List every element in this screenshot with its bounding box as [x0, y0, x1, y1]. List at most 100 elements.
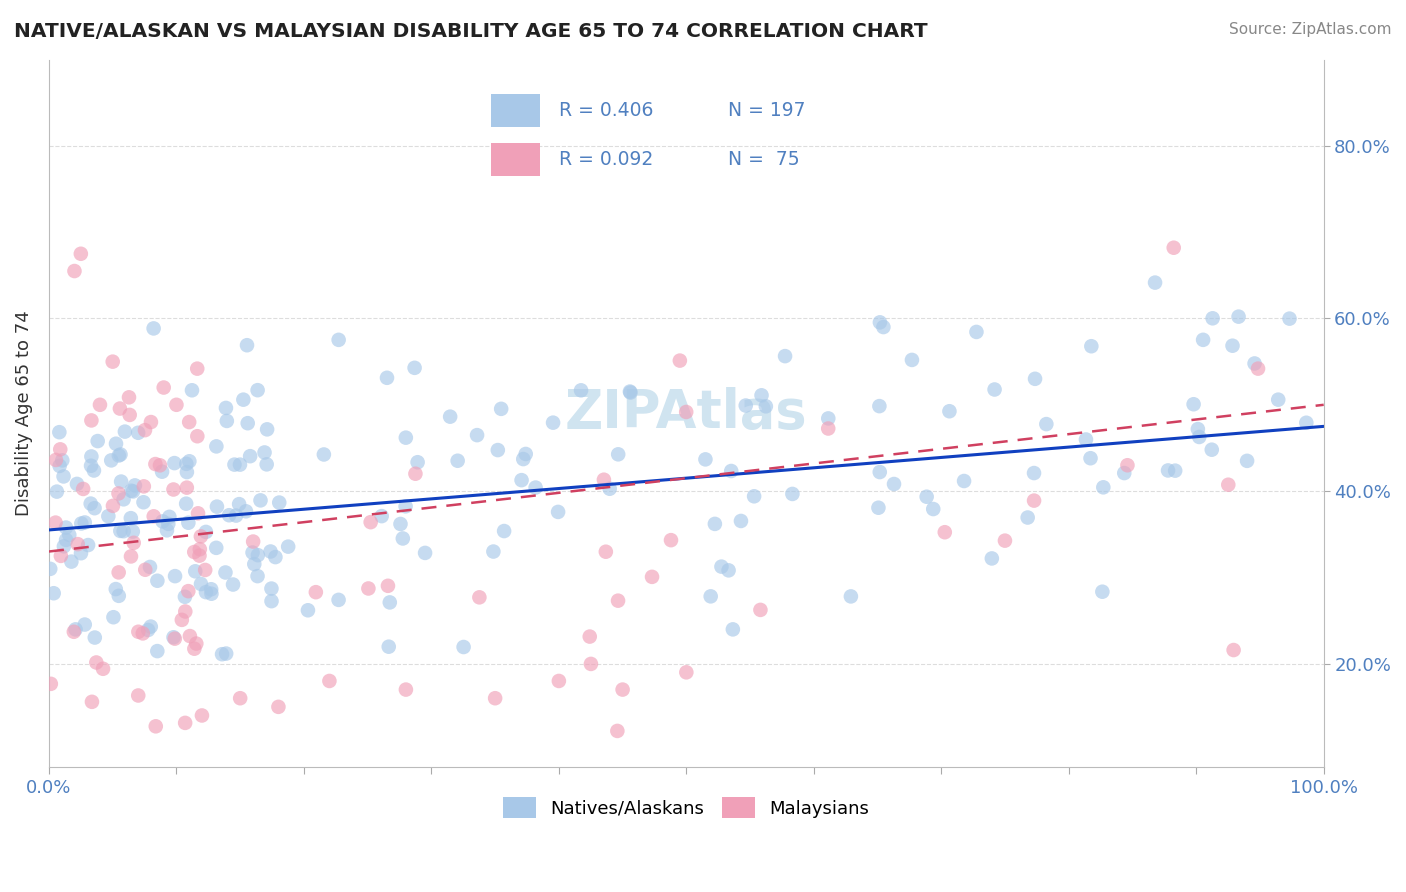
Point — [45, 453, 67, 467]
Point — [328, 593, 350, 607]
Point — [1116, 458, 1139, 473]
Point — [89, 398, 111, 412]
Point — [152, 380, 174, 394]
Point — [108, 401, 131, 416]
Point — [120, 511, 142, 525]
Point — [45, 484, 67, 499]
Point — [1188, 430, 1211, 444]
Point — [58, 528, 80, 542]
Point — [1192, 333, 1215, 347]
Point — [256, 422, 278, 436]
Point — [235, 504, 257, 518]
Text: NATIVE/ALASKAN VS MALAYSIAN DISABILITY AGE 65 TO 74 CORRELATION CHART: NATIVE/ALASKAN VS MALAYSIAN DISABILITY A… — [14, 22, 928, 41]
Point — [222, 577, 245, 591]
Point — [404, 360, 426, 375]
Point — [48, 425, 70, 440]
Point — [70, 516, 93, 531]
Point — [42, 586, 65, 600]
Point — [127, 425, 149, 440]
Point — [121, 524, 143, 539]
Point — [1092, 480, 1115, 494]
Point — [214, 566, 236, 580]
Point — [755, 400, 778, 414]
Point — [246, 548, 269, 562]
Point — [139, 415, 162, 429]
Point — [215, 414, 238, 428]
Point — [229, 458, 252, 472]
Point — [176, 465, 198, 479]
Point — [134, 423, 156, 437]
Point — [205, 541, 228, 555]
Point — [872, 320, 894, 334]
Point — [66, 537, 89, 551]
Point — [83, 631, 105, 645]
Point — [901, 352, 924, 367]
Point — [606, 723, 628, 738]
Point — [710, 559, 733, 574]
Legend: Natives/Alaskans, Malaysians: Natives/Alaskans, Malaysians — [496, 790, 876, 825]
Point — [377, 640, 399, 654]
Point — [983, 383, 1005, 397]
Point — [39, 562, 62, 576]
Point — [239, 449, 262, 463]
Point — [188, 542, 211, 557]
Point — [938, 404, 960, 418]
Point — [156, 524, 179, 538]
Point — [236, 338, 259, 352]
Point — [176, 481, 198, 495]
Point — [267, 699, 290, 714]
Point — [486, 443, 509, 458]
Point — [253, 445, 276, 459]
Point — [177, 584, 200, 599]
Point — [484, 691, 506, 706]
Point — [224, 458, 246, 472]
Point — [1022, 466, 1045, 480]
Point — [1278, 311, 1301, 326]
Point — [703, 516, 725, 531]
Point — [264, 550, 287, 565]
Point — [162, 630, 184, 644]
Point — [328, 333, 350, 347]
Point — [108, 449, 131, 463]
Point — [149, 458, 172, 473]
Point — [1267, 392, 1289, 407]
Point — [1017, 510, 1039, 524]
Point — [297, 603, 319, 617]
Point — [494, 524, 516, 538]
Point — [391, 532, 413, 546]
Point — [318, 673, 340, 688]
Point — [869, 465, 891, 479]
Point — [179, 415, 201, 429]
Point — [132, 495, 155, 509]
Point — [80, 458, 103, 473]
Point — [547, 505, 569, 519]
Text: ZIPAtlas: ZIPAtlas — [565, 387, 807, 440]
Point — [915, 490, 938, 504]
Point — [124, 478, 146, 492]
Point — [186, 429, 208, 443]
Point — [277, 540, 299, 554]
Point — [1163, 241, 1185, 255]
Point — [186, 361, 208, 376]
Point — [730, 514, 752, 528]
Point — [205, 500, 228, 514]
Point — [249, 493, 271, 508]
Point — [112, 492, 135, 507]
Point — [194, 585, 217, 599]
Point — [578, 630, 600, 644]
Point — [114, 425, 136, 439]
Point — [48, 458, 70, 473]
Point — [817, 421, 839, 435]
Point — [63, 264, 86, 278]
Point — [49, 442, 72, 457]
Point — [934, 525, 956, 540]
Point — [782, 487, 804, 501]
Point — [246, 383, 269, 397]
Point — [1091, 584, 1114, 599]
Point — [165, 569, 187, 583]
Point — [132, 479, 155, 493]
Point — [439, 409, 461, 424]
Point — [225, 508, 247, 523]
Point — [162, 483, 184, 497]
Point — [118, 390, 141, 404]
